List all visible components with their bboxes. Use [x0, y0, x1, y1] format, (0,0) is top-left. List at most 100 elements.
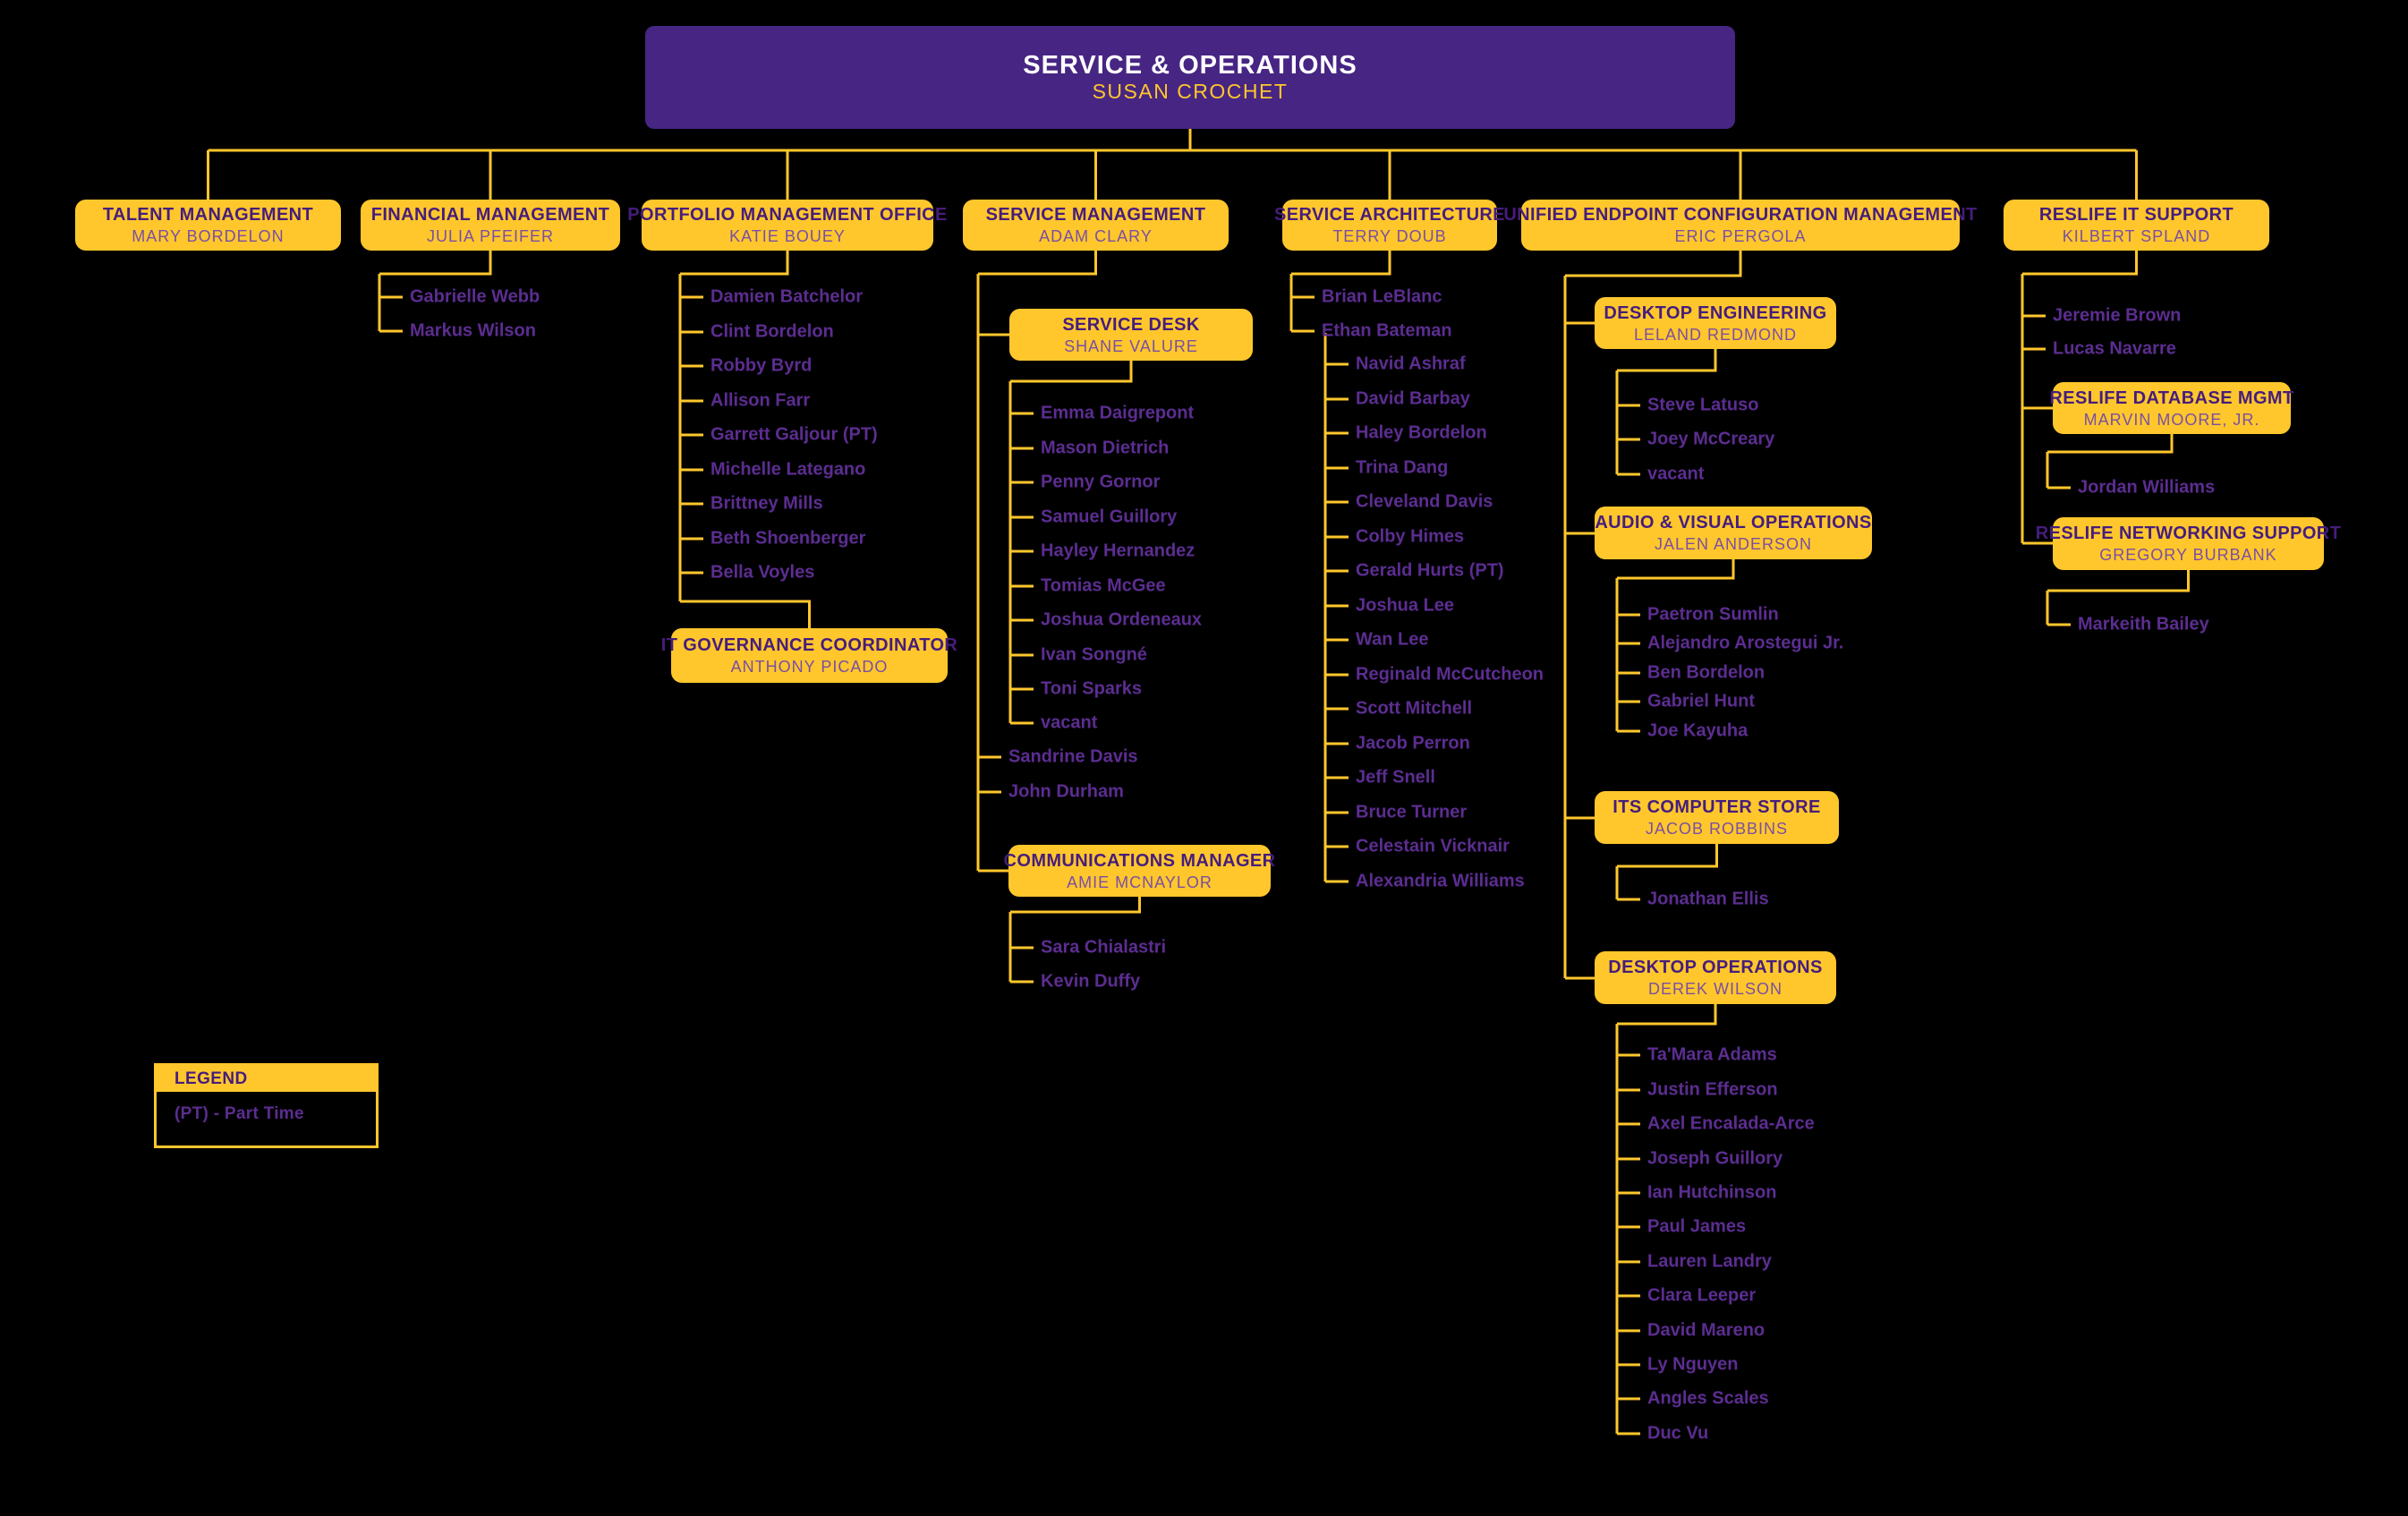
org-leaf: Cleveland Davis	[1356, 491, 1493, 512]
org-leaf: Ta'Mara Adams	[1647, 1044, 1777, 1065]
org-leaf: Trina Dang	[1356, 457, 1449, 478]
org-leaf: Joseph Guillory	[1647, 1148, 1783, 1169]
org-node-title: FINANCIAL MANAGEMENT	[370, 205, 610, 225]
org-node-avo: AUDIO & VISUAL OPERATIONS JALEN ANDERSON	[1595, 507, 1872, 559]
org-leaf: Gabriel Hunt	[1647, 691, 1756, 711]
org-node-de: DESKTOP ENGINEERING LELAND REDMOND	[1595, 297, 1836, 349]
org-leaf: Reginald McCutcheon	[1356, 664, 1544, 685]
org-leaf: Brian LeBlanc	[1322, 286, 1442, 307]
org-leaf: Beth Shoenberger	[710, 528, 866, 549]
org-node-person: JALEN ANDERSON	[1654, 535, 1813, 553]
org-leaf: Gerald Hurts (PT)	[1356, 560, 1504, 581]
connector	[2047, 434, 2174, 454]
connector	[2047, 570, 2190, 592]
org-node-person: MARVIN MOORE, JR.	[2083, 410, 2260, 429]
org-node-title: PORTFOLIO MANAGEMENT OFFICE	[627, 205, 948, 225]
connector	[978, 251, 1097, 276]
org-leaf: Colby Himes	[1356, 526, 1465, 547]
org-node-title: UNIFIED ENDPOINT CONFIGURATION MANAGEMEN…	[1503, 205, 1978, 225]
org-node-servicedesk: SERVICE DESK SHANE VALURE	[1009, 309, 1253, 361]
org-leaf: David Mareno	[1647, 1320, 1766, 1341]
org-leaf: Allison Farr	[710, 390, 811, 411]
legend-item: (PT) - Part Time	[174, 1104, 304, 1123]
org-leaf: Penny Gornor	[1041, 472, 1161, 492]
org-leaf: Emma Daigrepont	[1041, 403, 1195, 423]
org-node-reslife: RESLIFE IT SUPPORT KILBERT SPLAND	[2004, 200, 2269, 251]
connector	[1010, 897, 1141, 914]
org-node-person: AMIE MCNAYLOR	[1067, 873, 1213, 891]
org-leaf: Garrett Galjour (PT)	[710, 424, 878, 445]
org-leaf: Scott Mitchell	[1356, 698, 1473, 719]
org-leaf: Ivan Songné	[1041, 644, 1147, 665]
org-node-sa: SERVICE ARCHITECTURE TERRY DOUB	[1274, 200, 1505, 251]
org-leaf: Lauren Landry	[1647, 1251, 1772, 1272]
org-node-title: SERVICE ARCHITECTURE	[1273, 205, 1506, 225]
org-leaf: Tomias McGee	[1041, 575, 1166, 596]
org-node-title: DESKTOP ENGINEERING	[1604, 302, 1827, 323]
org-leaf: Bruce Turner	[1356, 802, 1468, 822]
org-node-person: KILBERT SPLAND	[2062, 227, 2211, 245]
org-node-person: LELAND REDMOND	[1633, 325, 1798, 344]
org-leaf: Axel Encalada-Arce	[1647, 1113, 1815, 1134]
org-leaf: Duc Vu	[1647, 1423, 1709, 1444]
org-leaf: Paetron Sumlin	[1647, 604, 1779, 625]
org-leaf: David Barbay	[1356, 388, 1470, 409]
org-node-dops: DESKTOP OPERATIONS DEREK WILSON	[1595, 951, 1836, 1004]
org-leaf: Bella Voyles	[710, 562, 815, 583]
org-leaf: Michelle Lategano	[710, 459, 866, 480]
org-leaf: Joe Kayuha	[1647, 720, 1749, 741]
org-node-person: DEREK WILSON	[1647, 980, 1783, 998]
org-leaf: Joshua Lee	[1356, 595, 1455, 616]
legend: LEGEND (PT) - Part Time	[154, 1063, 379, 1148]
org-leaf: Jonathan Ellis	[1647, 889, 1769, 909]
org-node-financial: FINANCIAL MANAGEMENT JULIA PFEIFER	[361, 200, 620, 251]
org-node-title: SERVICE MANAGEMENT	[985, 205, 1206, 225]
org-leaf: Steve Latuso	[1647, 395, 1759, 415]
connector	[680, 251, 789, 276]
org-node-title: SERVICE DESK	[1062, 314, 1200, 335]
connector	[1617, 844, 1718, 868]
org-node-root: SERVICE & OPERATIONS SUSAN CROCHET	[645, 26, 1735, 129]
org-leaf: Hayley Hernandez	[1041, 541, 1195, 561]
org-node-title: IT GOVERNANCE COORDINATOR	[660, 635, 958, 655]
org-leaf: Angles Scales	[1647, 1388, 1769, 1409]
org-leaf: Paul James	[1647, 1216, 1747, 1237]
org-leaf: vacant	[1041, 712, 1098, 733]
org-node-title: DESKTOP OPERATIONS	[1608, 958, 1823, 977]
org-node-person: ADAM CLARY	[1039, 227, 1153, 245]
org-node-person: JACOB ROBBINS	[1645, 820, 1789, 838]
org-leaf: Joshua Ordeneaux	[1041, 609, 1203, 630]
org-node-sm: SERVICE MANAGEMENT ADAM CLARY	[963, 200, 1229, 251]
org-node-comms: COMMUNICATIONS MANAGER AMIE MCNAYLOR	[1004, 845, 1275, 897]
org-leaf: Navid Ashraf	[1356, 353, 1466, 374]
org-leaf: Brittney Mills	[710, 493, 823, 514]
org-leaf: Ethan Bateman	[1322, 320, 1452, 341]
org-node-rdb: RESLIFE DATABASE MGMT MARVIN MOORE, JR.	[2049, 382, 2293, 434]
org-node-title: AUDIO & VISUAL OPERATIONS	[1595, 513, 1872, 532]
org-node-itgov: IT GOVERNANCE COORDINATOR ANTHONY PICADO	[661, 628, 957, 683]
org-leaf: Lucas Navarre	[2053, 338, 2176, 359]
org-leaf: Jordan Williams	[2078, 477, 2216, 498]
org-node-store: ITS COMPUTER STORE JACOB ROBBINS	[1595, 791, 1839, 844]
connector	[680, 600, 811, 628]
org-leaf: Clint Bordelon	[710, 321, 834, 342]
org-leaf: Sandrine Davis	[1008, 746, 1138, 767]
org-node-uecm: UNIFIED ENDPOINT CONFIGURATION MANAGEMEN…	[1503, 200, 1977, 251]
org-leaf: Wan Lee	[1356, 629, 1429, 650]
org-leaf: Ly Nguyen	[1647, 1354, 1739, 1375]
org-leaf: Haley Bordelon	[1356, 422, 1487, 443]
org-leaf: Joey McCreary	[1647, 429, 1775, 449]
org-leaf: Justin Efferson	[1647, 1079, 1778, 1100]
org-node-title: SERVICE & OPERATIONS	[1023, 50, 1357, 80]
org-node-person: ANTHONY PICADO	[730, 658, 889, 676]
org-leaf: Ian Hutchinson	[1647, 1182, 1777, 1203]
org-leaf: Sara Chialastri	[1041, 937, 1167, 958]
connector	[379, 251, 492, 276]
legend-body: (PT) - Part Time	[157, 1092, 376, 1146]
org-node-title: TALENT MANAGEMENT	[102, 205, 314, 225]
org-node-title: ITS COMPUTER STORE	[1612, 797, 1821, 817]
org-node-pmo: PORTFOLIO MANAGEMENT OFFICE KATIE BOUEY	[627, 200, 947, 251]
org-leaf: Jeff Snell	[1356, 767, 1435, 788]
org-leaf: Clara Leeper	[1647, 1285, 1757, 1306]
